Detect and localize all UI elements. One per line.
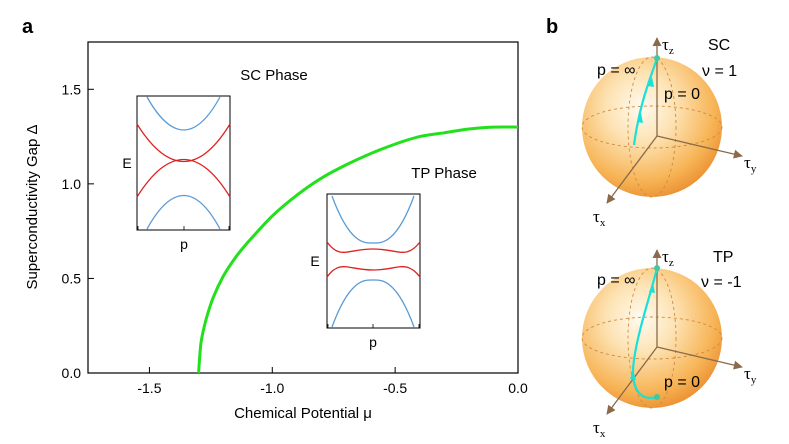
tp-band-upper-outer bbox=[331, 195, 415, 244]
sc-inset-frame bbox=[136, 95, 231, 231]
tp-inset-ylabel: E bbox=[310, 253, 319, 269]
tp-phase-label: TP bbox=[713, 249, 733, 266]
panel-b-label: b bbox=[546, 16, 558, 38]
sc-tau-x-axis bbox=[606, 135, 658, 204]
y-tick-label: 1.5 bbox=[62, 81, 82, 97]
sc-band-upper-inner bbox=[136, 123, 231, 162]
sc-tau-x-label: τx bbox=[593, 207, 606, 229]
sc-winding-label: ν = 1 bbox=[702, 63, 737, 80]
sc-band-upper-outer bbox=[146, 96, 221, 131]
tp-sphere-body bbox=[582, 268, 722, 408]
sc-inset-xlabel: p bbox=[180, 236, 188, 252]
sc-trajectory-arrow-2 bbox=[637, 113, 643, 123]
tp-phase-annotation: TP Phase bbox=[411, 165, 477, 182]
y-tick-label: 0.5 bbox=[62, 270, 82, 286]
sc-phase-label: SC bbox=[708, 37, 730, 54]
sc-sphere-equator bbox=[581, 105, 723, 149]
x-axis-label: Chemical Potential μ bbox=[234, 405, 372, 422]
tp-band-lower-outer bbox=[331, 279, 415, 328]
plot-frame bbox=[87, 41, 519, 374]
tp-inset-xlabel: p bbox=[369, 334, 377, 350]
y-axis-label: Superconductivity Gap Δ bbox=[24, 124, 41, 289]
tp-band-lower-inner bbox=[326, 266, 421, 278]
panel-a-label: a bbox=[22, 16, 34, 38]
tp-trajectory-arrow-2 bbox=[630, 370, 636, 380]
sc-inset-ylabel: E bbox=[122, 155, 131, 171]
sc-p-infinity-point bbox=[654, 55, 660, 61]
tp-p-infinity-point bbox=[654, 265, 660, 271]
sc-trajectory-curve bbox=[632, 57, 659, 146]
x-tick-label: -0.5 bbox=[383, 380, 407, 396]
tp-band-upper-inner bbox=[326, 241, 421, 253]
tp-winding-label: ν = -1 bbox=[701, 274, 742, 291]
sc-p-zero-label: p = 0 bbox=[664, 86, 700, 103]
tp-p-zero-point bbox=[654, 394, 660, 400]
sc-phase-annotation: SC Phase bbox=[240, 67, 308, 84]
sc-inset: E p bbox=[122, 95, 231, 252]
x-tick-label: 0.0 bbox=[508, 380, 528, 396]
sc-sphere-body bbox=[582, 57, 722, 197]
sc-tau-y-axis bbox=[656, 135, 743, 159]
sc-trajectory-arrow-1 bbox=[648, 77, 654, 87]
sc-p-infinity-label: p = ∞ bbox=[597, 62, 636, 79]
axis-ticks: -1.5 -1.0 -0.5 0.0 0.0 0.5 1.0 1.5 bbox=[62, 81, 528, 396]
tp-bloch-sphere: τz τy τx TP ν = -1 p = ∞ p = 0 bbox=[581, 247, 757, 440]
y-tick-label: 0.0 bbox=[62, 365, 82, 381]
phase-boundary-line bbox=[197, 125, 519, 374]
tp-tau-y-axis bbox=[656, 346, 743, 370]
sc-tau-y-label: τy bbox=[744, 153, 757, 175]
tp-inset: E p bbox=[310, 193, 421, 350]
sc-tau-z-label: τz bbox=[662, 35, 674, 57]
sc-band-lower-outer bbox=[146, 194, 221, 230]
tp-tau-x-label: τx bbox=[593, 418, 606, 440]
sc-band-lower-inner bbox=[136, 159, 231, 198]
tp-sphere-equator bbox=[581, 316, 723, 360]
tp-sphere-meridian bbox=[627, 267, 677, 409]
tp-tau-y-label: τy bbox=[744, 364, 757, 386]
tp-tau-x-axis bbox=[606, 346, 658, 415]
tp-trajectory-arrow-1 bbox=[649, 283, 655, 293]
tp-tau-z-label: τz bbox=[662, 247, 674, 269]
tp-p-infinity-label: p = ∞ bbox=[597, 272, 636, 289]
x-tick-label: -1.5 bbox=[137, 380, 161, 396]
y-tick-label: 1.0 bbox=[62, 176, 82, 192]
sc-sphere-meridian bbox=[627, 56, 677, 198]
x-tick-label: -1.0 bbox=[260, 380, 284, 396]
tp-p-zero-label: p = 0 bbox=[664, 374, 700, 391]
sc-bloch-sphere: τz τy τx SC ν = 1 p = ∞ p = 0 bbox=[581, 35, 757, 229]
